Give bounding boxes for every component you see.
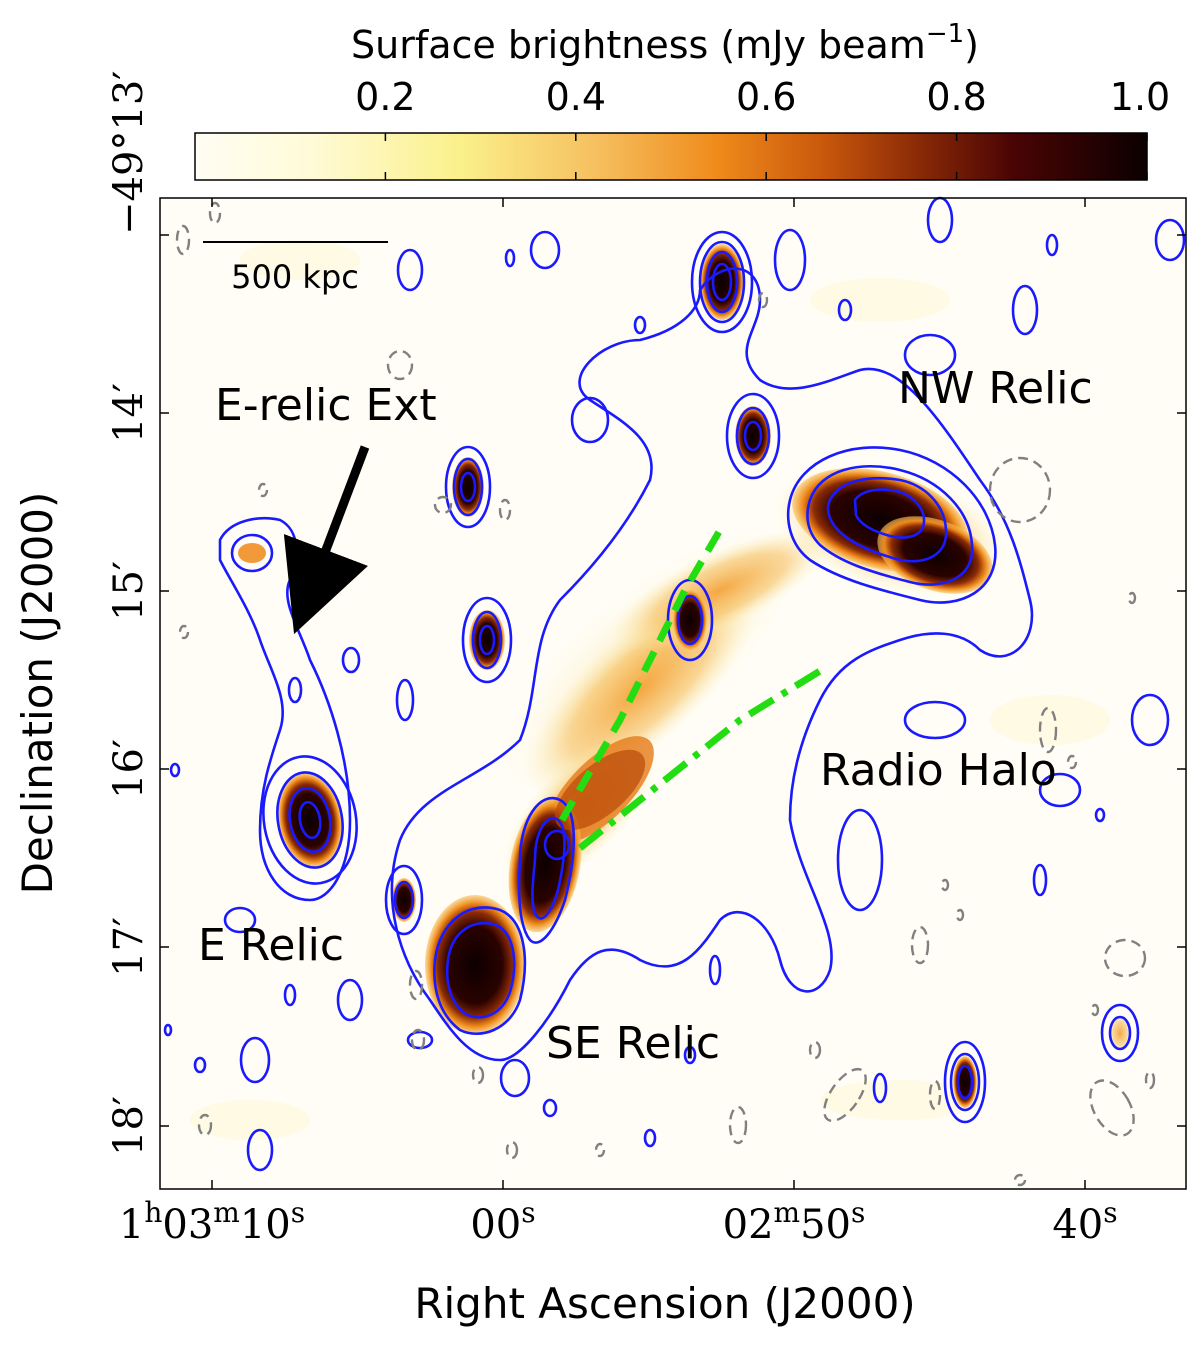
image-panel: 500 kpc NW Relic E-relic Ext Radio Halo … [159,196,1187,1190]
e-relic-ext-arrow [283,445,370,635]
colorbar-tick-label: 0.6 [736,75,796,119]
label-nw-relic: NW Relic [898,363,1093,414]
guide-lines [558,528,827,851]
x-tick-label-02m50s: 02m50s [723,1196,866,1248]
label-se-relic: SE Relic [546,1018,720,1069]
label-e-relic: E Relic [198,920,344,971]
colorbar-tick-label: 0.2 [355,75,415,119]
colorbar-tick-label: 0.4 [546,75,606,119]
dashed-guide-line [558,528,724,822]
colorbar-title: Surface brightness (mJy beam−1) [351,19,979,67]
x-tick-label-40s: 40s [1052,1196,1117,1248]
y-tick-label-18: 18′ [106,1096,152,1156]
colorbar-gradient [194,132,1148,181]
scalebar-label: 500 kpc [231,258,359,296]
x-tick-label-1h03m10s: 1h03m10s [119,1196,305,1248]
colorbar: Surface brightness (mJy beam−1) 0.2 0.4 0.… [194,19,1170,181]
negative-contours [175,201,1156,1187]
x-axis-label: Right Ascension (J2000) [414,1279,915,1328]
y-axis-label: Declination (J2000) [13,492,62,895]
colorbar-ticks: 0.2 0.4 0.6 0.8 1.0 [355,75,1170,180]
y-tick-label-49-13: −49°13′ [106,71,152,235]
x-tick-labels: 1h03m10s 00s 02m50s 40s [119,1196,1118,1248]
y-tick-label-16: 16′ [106,739,152,799]
panel-frame [159,197,1187,1190]
y-tick-label-17: 17′ [106,917,152,977]
y-tick-label-14: 14′ [106,383,152,443]
label-radio-halo: Radio Halo [820,745,1057,796]
y-tick-labels: −49°13′ 14′ 15′ 16′ 17′ 18′ [106,71,152,1156]
scalebar: 500 kpc [203,241,388,296]
y-tick-label-15: 15′ [106,561,152,621]
x-tick-label-00s: 00s [470,1196,535,1248]
colorbar-tick-label: 1.0 [1110,75,1170,119]
label-e-relic-ext: E-relic Ext [215,380,437,431]
dashdot-guide-line [577,665,827,851]
colorbar-tick-label: 0.8 [926,75,986,119]
contours [163,196,1186,1172]
axis-ticks [160,198,1186,1189]
se-relic-emission [425,749,646,1035]
